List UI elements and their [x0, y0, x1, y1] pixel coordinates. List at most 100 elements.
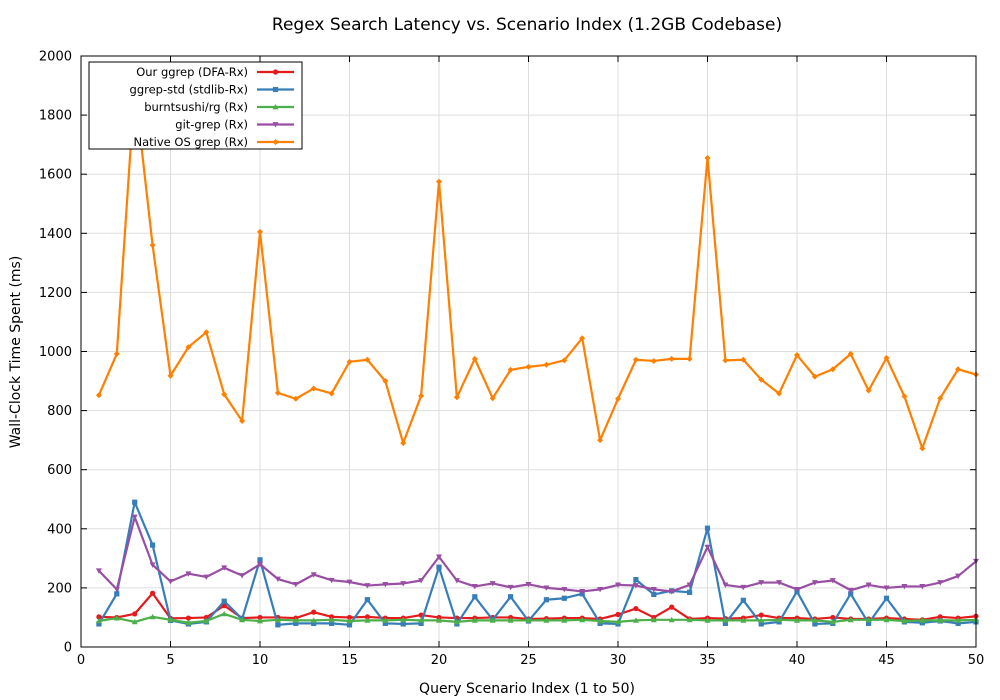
data-point: [632, 617, 639, 623]
data-point: [418, 620, 424, 626]
x-tick-label: 0: [77, 653, 85, 668]
chart-title: Regex Search Latency vs. Scenario Index …: [272, 15, 782, 35]
data-point: [811, 617, 818, 623]
data-point: [185, 619, 192, 626]
legend-item: ggrep-std (stdlib-Rx): [130, 83, 294, 97]
data-point: [310, 617, 317, 623]
data-point: [865, 616, 872, 623]
data-point: [955, 366, 962, 373]
x-tick-label: 20: [431, 653, 448, 668]
data-point: [364, 583, 371, 589]
data-point: [311, 609, 317, 615]
data-point: [185, 344, 192, 351]
data-point: [579, 589, 586, 595]
data-point: [167, 616, 174, 623]
data-point: [847, 587, 854, 594]
data-point: [489, 395, 496, 402]
y-tick-label: 2000: [39, 50, 72, 65]
data-point: [686, 582, 693, 588]
data-point: [436, 554, 442, 560]
x-tick-label: 35: [699, 653, 716, 668]
data-point: [150, 542, 156, 548]
data-point: [472, 594, 478, 600]
data-point: [400, 440, 407, 447]
data-point: [418, 392, 425, 399]
data-point: [149, 242, 156, 249]
data-point: [185, 571, 192, 577]
data-point: [293, 620, 299, 626]
legend-item: burntsushi/rg (Rx): [144, 100, 294, 114]
data-point: [615, 618, 621, 625]
data-point: [346, 579, 353, 585]
legend-item: git-grep (Rx): [175, 118, 294, 132]
data-point: [722, 620, 728, 626]
y-tick-label: 1800: [39, 109, 72, 124]
data-point: [543, 361, 550, 368]
data-point: [811, 373, 818, 380]
data-point: [418, 617, 425, 623]
data-point: [167, 372, 174, 379]
data-point: [776, 580, 783, 586]
data-point: [329, 620, 335, 626]
legend-label: ggrep-std (stdlib-Rx): [130, 83, 248, 97]
legend-marker: [272, 69, 279, 75]
data-point: [292, 617, 299, 623]
data-point: [132, 611, 138, 617]
legend-label: Native OS grep (Rx): [134, 135, 248, 149]
data-point: [328, 390, 335, 397]
data-point: [883, 355, 890, 362]
data-point: [829, 618, 836, 625]
data-point: [328, 616, 335, 623]
data-point: [937, 617, 944, 623]
y-tick-label: 1600: [39, 168, 72, 183]
series-0: [96, 590, 979, 623]
data-point: [758, 376, 765, 383]
series-line: [97, 501, 977, 626]
series-2: [95, 610, 979, 626]
data-point: [794, 586, 800, 593]
data-point: [131, 618, 138, 625]
data-point: [221, 565, 228, 571]
data-point: [883, 616, 890, 623]
data-point: [274, 576, 281, 583]
series-layer: [95, 84, 979, 628]
data-point: [704, 617, 711, 623]
y-tick-label: 1400: [39, 227, 72, 242]
data-point: [829, 366, 836, 373]
data-point: [382, 620, 388, 626]
data-point: [400, 581, 407, 587]
x-tick-label: 30: [610, 653, 627, 668]
data-point: [561, 586, 568, 593]
data-point: [95, 617, 102, 624]
data-point: [668, 589, 675, 595]
y-tick-label: 800: [47, 404, 72, 419]
data-point: [364, 617, 371, 623]
data-point: [597, 586, 604, 593]
y-tick-label: 1000: [39, 345, 72, 360]
data-point: [508, 594, 514, 600]
data-point: [740, 584, 747, 591]
data-point: [794, 617, 800, 623]
data-point: [507, 584, 514, 591]
series-line: [98, 612, 977, 624]
legend-marker: [272, 122, 279, 128]
legend-box: [88, 61, 303, 150]
data-point: [96, 614, 102, 620]
y-axis-label: Wall-Clock Time Spent (ms): [8, 256, 24, 449]
data-point: [95, 568, 102, 574]
data-point: [758, 612, 764, 618]
data-point: [650, 357, 657, 364]
x-tick-label: 40: [789, 653, 806, 668]
data-point: [346, 358, 353, 365]
data-point: [686, 355, 693, 362]
data-point: [901, 584, 908, 590]
data-point: [113, 586, 120, 593]
data-point: [400, 616, 407, 623]
legend-label: burntsushi/rg (Rx): [144, 100, 248, 114]
data-point: [257, 228, 263, 235]
data-point: [758, 580, 765, 586]
data-point: [203, 329, 210, 336]
data-point: [149, 613, 156, 620]
data-point: [633, 605, 639, 612]
data-point: [848, 591, 854, 597]
